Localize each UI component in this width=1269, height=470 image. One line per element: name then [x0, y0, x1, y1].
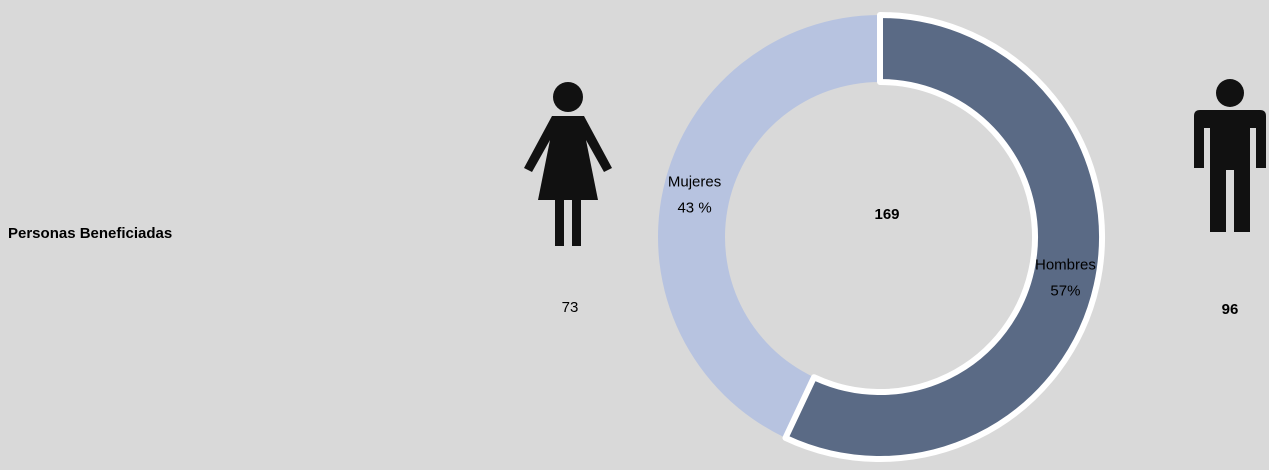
donut-slice: [782, 12, 1105, 462]
slice-category-label: Hombres: [1035, 256, 1096, 273]
count-label: 96: [1222, 301, 1239, 318]
man-icon: [1194, 79, 1266, 232]
slice-value-label: 57%: [1050, 282, 1080, 299]
woman-icon: [524, 82, 612, 246]
total-label: 169: [874, 206, 899, 223]
chart-title: Personas Beneficiadas: [8, 225, 172, 242]
donut-slice: [658, 15, 880, 438]
slice-value-label: 43 %: [677, 200, 711, 217]
count-label: 73: [562, 299, 579, 316]
slice-category-label: Mujeres: [668, 174, 721, 191]
